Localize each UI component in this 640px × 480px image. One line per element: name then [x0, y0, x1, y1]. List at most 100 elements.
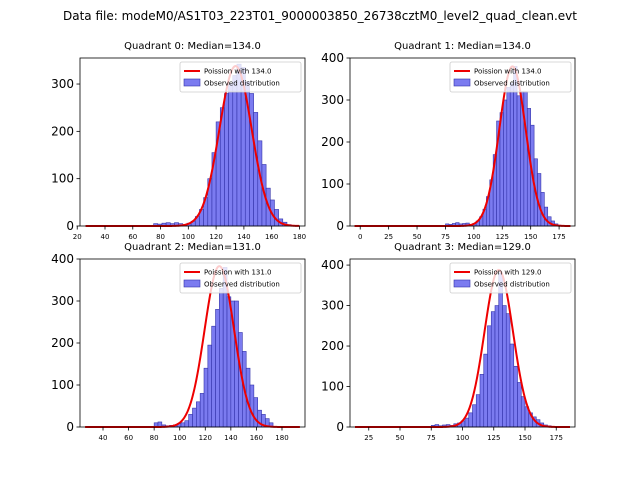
y-tick-label: 400: [321, 51, 344, 65]
legend-label-poisson: Poission with 131.0: [204, 269, 272, 277]
y-tick-label: 0: [336, 420, 344, 434]
x-tick-label: 40: [101, 233, 110, 241]
x-tick-label: 175: [550, 434, 563, 442]
x-tick-label: 50: [413, 233, 422, 241]
x-tick-label: 60: [128, 233, 137, 241]
x-tick-label: 175: [552, 233, 565, 241]
axes-frame: [79, 57, 306, 227]
legend-box: [449, 61, 572, 93]
histogram-bar: [199, 393, 205, 428]
histogram-bar: [487, 325, 492, 428]
histogram-bar: [475, 394, 481, 428]
histogram-bar: [228, 83, 234, 227]
x-tick-label: 150: [524, 233, 537, 241]
legend-label-observed: Observed distribution: [474, 80, 550, 88]
x-tick-label: 75: [427, 434, 436, 442]
legend-label-poisson: Poission with 129.0: [474, 269, 542, 277]
histogram-bar: [499, 112, 504, 227]
histogram-bar: [502, 305, 507, 428]
histogram-bar: [490, 311, 496, 428]
histogram-bar: [517, 382, 522, 428]
histogram-bar: [249, 384, 255, 428]
histogram-bar: [232, 75, 238, 227]
x-tick-label: 180: [293, 233, 306, 241]
histogram-bar: [188, 414, 193, 428]
histogram-bar: [207, 344, 212, 428]
panel-title: Quadrant 3: Median=129.0: [394, 242, 531, 253]
legend-box: [179, 61, 302, 93]
legend-label-poisson: Poission with 134.0: [474, 68, 542, 76]
x-tick-label: 50: [396, 434, 405, 442]
histogram-bar: [211, 325, 216, 428]
x-tick-label: 100: [182, 233, 195, 241]
y-tick-label: 100: [51, 378, 74, 392]
histogram-bar: [516, 95, 521, 227]
histogram-bar: [506, 87, 511, 227]
legend-box: [449, 262, 572, 294]
poisson-curve: [355, 268, 570, 428]
y-tick-label: 300: [321, 93, 344, 107]
y-tick-label: 0: [66, 219, 74, 233]
x-tick-label: 150: [518, 434, 531, 442]
legend-label-poisson: Poission with 134.0: [204, 68, 272, 76]
chart-panel-2: 40 60 80 100 120 140 160 180 0 100 200 300 400 Quadra…: [51, 242, 306, 442]
x-tick-label: 160: [250, 434, 263, 442]
y-tick-label: 400: [51, 252, 74, 266]
legend-label-observed: Observed distribution: [474, 281, 550, 289]
histogram-bar: [192, 407, 197, 428]
x-tick-label: 80: [156, 233, 165, 241]
x-tick-label: 120: [199, 434, 212, 442]
histogram-bar: [523, 91, 528, 227]
histogram-bar: [503, 99, 508, 227]
y-tick-label: 100: [321, 380, 344, 394]
legend-bar-swatch: [453, 78, 471, 87]
histogram-bar: [226, 296, 232, 428]
x-tick-label: 100: [173, 434, 186, 442]
legend-bar-swatch: [183, 78, 201, 87]
x-tick-label: 25: [384, 233, 393, 241]
x-tick-label: 125: [487, 434, 500, 442]
histogram-bar: [215, 309, 220, 428]
histogram-bar: [472, 404, 477, 428]
x-tick-label: 0: [358, 233, 362, 241]
chart-panel-3: 25 50 75 100 125 150 175 0 100 200 300 400 Quadrant …: [321, 242, 576, 442]
histogram-bar: [196, 401, 201, 428]
x-tick-label: 160: [265, 233, 278, 241]
x-tick-label: 140: [224, 434, 237, 442]
histogram-bar: [468, 412, 473, 428]
legend-box: [179, 262, 302, 294]
x-tick-label: 75: [441, 233, 450, 241]
x-tick-label: 60: [124, 434, 133, 442]
histogram-bar: [513, 365, 518, 428]
histogram-bar: [520, 396, 526, 428]
x-tick-label: 40: [99, 434, 108, 442]
x-tick-label: 80: [150, 434, 159, 442]
x-tick-label: 100: [467, 233, 480, 241]
y-tick-label: 100: [51, 172, 74, 186]
histogram-bar: [249, 93, 254, 227]
histogram-bar: [234, 300, 239, 428]
histogram-bar: [494, 305, 500, 428]
legend-bar-swatch: [453, 279, 471, 288]
x-tick-label: 125: [496, 233, 509, 241]
histogram-bar: [253, 112, 259, 227]
histogram-bar: [184, 420, 189, 428]
histogram-bar: [498, 272, 503, 428]
panel-title: Quadrant 0: Median=134.0: [124, 41, 261, 52]
x-tick-label: 25: [364, 434, 373, 442]
histogram-bar: [479, 374, 485, 428]
histogram-bar: [253, 397, 258, 428]
histogram-bar: [509, 82, 514, 227]
histogram-bar: [509, 343, 515, 428]
histogram-bar: [219, 288, 224, 428]
y-tick-label: 200: [321, 135, 344, 149]
x-tick-label: 20: [73, 233, 82, 241]
panel-title: Quadrant 2: Median=131.0: [124, 242, 261, 253]
y-tick-label: 300: [321, 299, 344, 313]
y-tick-label: 0: [336, 219, 344, 233]
chart-panel-1: 0 25 50 75 100 125 150 175 0 100 200 300 400 Quadrant…: [321, 41, 576, 241]
y-tick-label: 300: [51, 77, 74, 91]
panel-title: Quadrant 1: Median=134.0: [394, 41, 531, 52]
histogram-bar: [464, 417, 470, 428]
